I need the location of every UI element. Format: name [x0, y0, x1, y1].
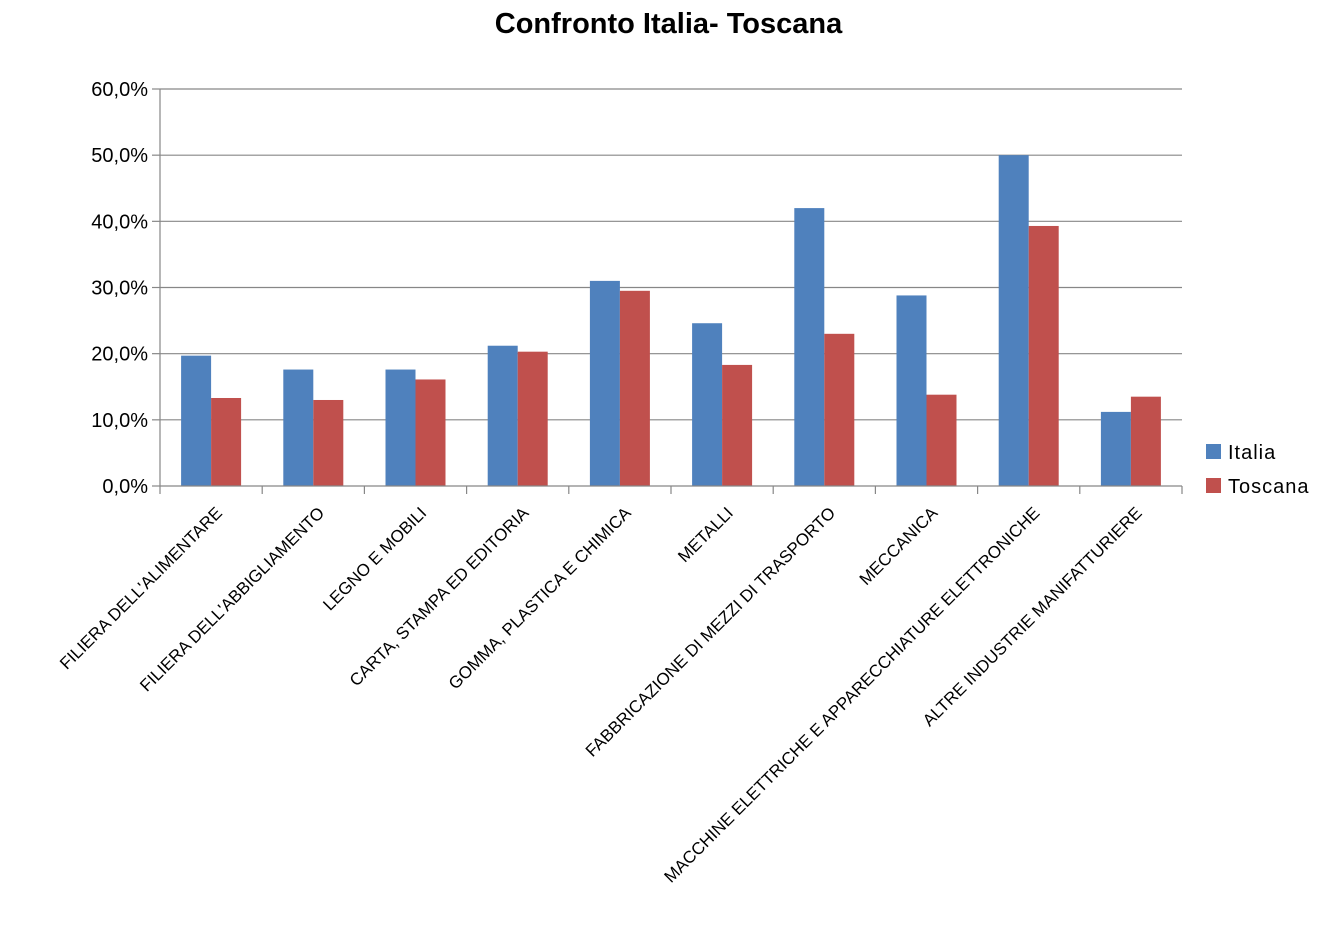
- x-tick-label: MECCANICA: [856, 503, 942, 589]
- y-axis-tick-labels: 0,0% 10,0% 20,0% 30,0% 40,0% 50,0% 60,0%: [91, 79, 148, 498]
- x-tick-label: ALTRE INDUSTRIE MANIFATTURIERE: [919, 503, 1146, 730]
- legend-label-italia: Italia: [1228, 442, 1276, 464]
- y-tick-label: 50,0%: [91, 145, 148, 167]
- y-tick-label: 40,0%: [91, 211, 148, 233]
- legend-swatch-toscana: [1206, 478, 1221, 493]
- bar-italia: [794, 208, 824, 486]
- y-tick-label: 30,0%: [91, 278, 148, 300]
- bar-italia: [181, 356, 211, 486]
- x-tick-label: METALLI: [674, 503, 737, 566]
- bar-toscana: [1029, 226, 1059, 486]
- bar-italia: [590, 281, 620, 486]
- bar-toscana: [1131, 397, 1161, 486]
- x-tick-label: MACCHINE ELETTRICHE E APPARECCHIATURE EL…: [661, 503, 1044, 886]
- bar-toscana: [416, 379, 446, 486]
- legend-label-toscana: Toscana: [1228, 476, 1310, 498]
- bar-italia: [897, 295, 927, 486]
- legend-swatch-italia: [1206, 444, 1221, 459]
- bar-toscana: [927, 395, 957, 486]
- bar-toscana: [824, 334, 854, 486]
- y-tick-label: 0,0%: [102, 476, 148, 498]
- x-tick-label: GOMMA, PLASTICA E CHIMICA: [445, 503, 635, 693]
- bar-toscana: [211, 398, 241, 486]
- bar-italia: [283, 370, 313, 486]
- x-tick-label: FILIERA DELL'ABBIGLIAMENTO: [136, 503, 328, 695]
- x-tick-label: LEGNO E MOBILI: [319, 503, 430, 614]
- bar-toscana: [518, 352, 548, 486]
- bar-italia: [488, 346, 518, 486]
- bar-italia: [692, 323, 722, 486]
- bar-toscana: [620, 291, 650, 486]
- x-tick-label: FILIERA DELL'ALIMENTARE: [56, 503, 226, 673]
- bars: [181, 155, 1161, 486]
- x-tick-label: CARTA, STAMPA ED EDITORIA: [346, 503, 533, 690]
- legend: Italia Toscana: [1206, 442, 1310, 498]
- bar-italia: [999, 155, 1029, 486]
- bar-toscana: [722, 365, 752, 486]
- y-tick-label: 60,0%: [91, 79, 148, 101]
- bar-italia: [386, 370, 416, 486]
- y-tick-label: 10,0%: [91, 410, 148, 432]
- y-tick-label: 20,0%: [91, 344, 148, 366]
- bar-toscana: [313, 400, 343, 486]
- bar-italia: [1101, 412, 1131, 486]
